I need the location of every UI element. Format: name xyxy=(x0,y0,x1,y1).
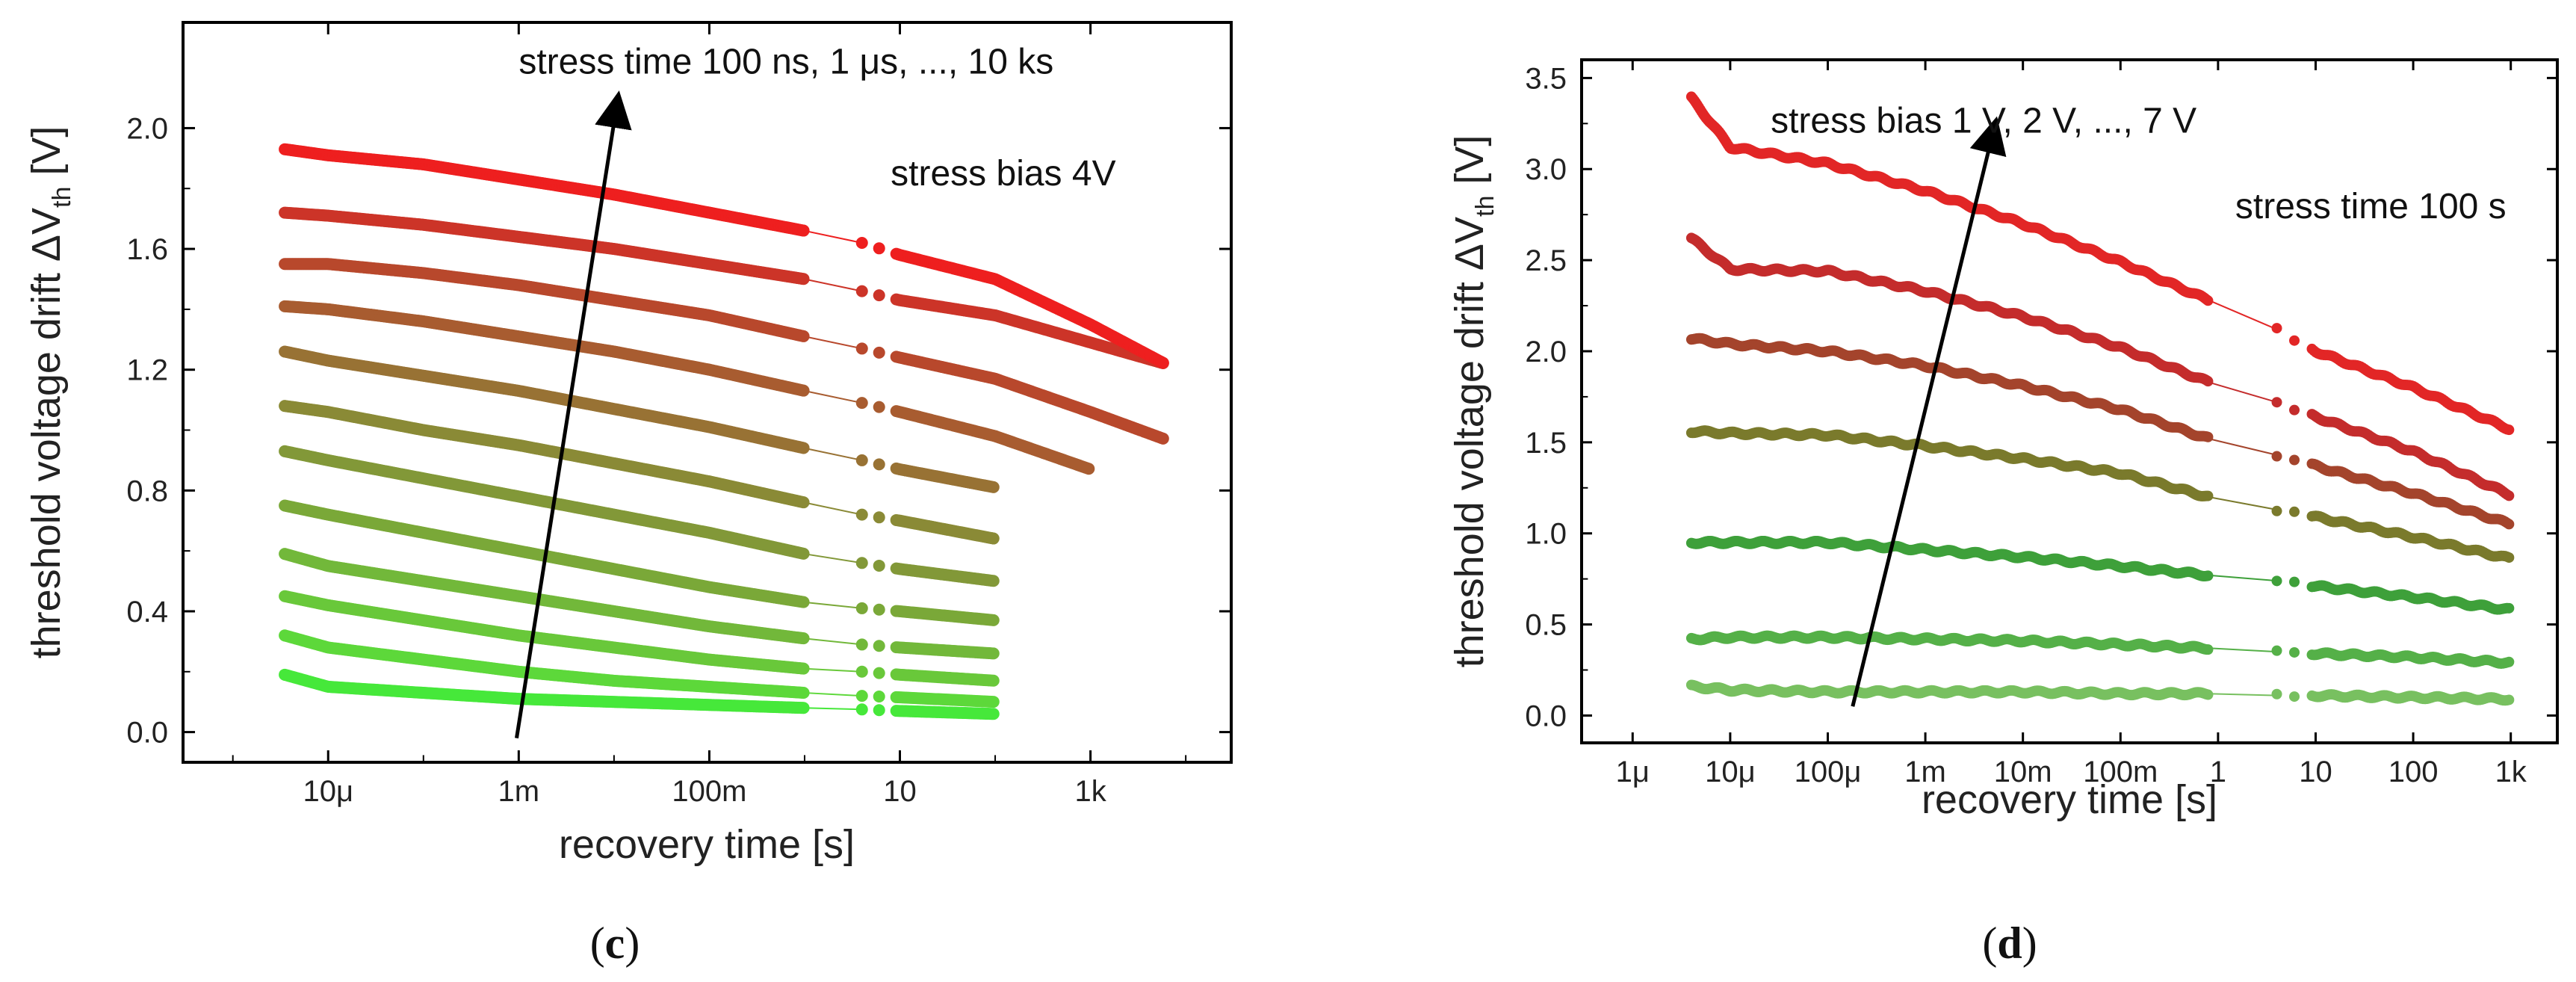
data-point xyxy=(987,481,1000,493)
data-point xyxy=(873,458,885,471)
data-point xyxy=(855,665,868,678)
data-point xyxy=(797,273,810,285)
gap-connector xyxy=(804,229,862,244)
data-point xyxy=(987,532,1000,545)
data-point xyxy=(873,511,885,524)
series-6 xyxy=(279,445,1000,587)
data-point xyxy=(1083,463,1095,475)
data-point xyxy=(1157,432,1169,445)
gap-connector xyxy=(804,501,862,516)
data-point xyxy=(797,686,810,699)
series-11 xyxy=(279,206,1169,370)
gap-connector xyxy=(804,447,862,461)
data-point xyxy=(855,454,868,466)
gap-connector xyxy=(804,336,862,350)
data-point xyxy=(797,547,810,560)
data-point xyxy=(873,401,885,413)
data-point xyxy=(987,674,1000,687)
gap-connector xyxy=(804,692,862,697)
data-point xyxy=(873,691,885,703)
data-point xyxy=(873,559,885,572)
data-point xyxy=(797,596,810,608)
data-point xyxy=(797,662,810,675)
gap-connector xyxy=(804,553,862,564)
gap-connector xyxy=(804,390,862,404)
data-point xyxy=(855,557,868,569)
data-marks xyxy=(279,143,1169,720)
gap-connector xyxy=(804,667,862,673)
gap-connector xyxy=(804,601,862,609)
series-9 xyxy=(279,300,1095,475)
gap-connector xyxy=(804,707,862,711)
data-point xyxy=(797,330,810,342)
plot-area-frame xyxy=(182,21,1233,764)
data-point xyxy=(987,614,1000,626)
data-point xyxy=(797,632,810,645)
data-point xyxy=(855,285,868,297)
data-point xyxy=(855,703,868,716)
data-point xyxy=(873,603,885,616)
data-point xyxy=(855,690,868,702)
data-point xyxy=(855,638,868,651)
data-point xyxy=(873,289,885,302)
data-point xyxy=(797,496,810,509)
data-point xyxy=(987,696,1000,708)
series-5 xyxy=(279,499,1000,626)
gap-connector xyxy=(804,278,862,292)
series-4 xyxy=(279,548,1000,660)
data-point xyxy=(855,397,868,410)
data-point xyxy=(987,708,1000,720)
data-point xyxy=(855,602,868,614)
data-point xyxy=(873,640,885,652)
series-2 xyxy=(279,629,1000,708)
data-point xyxy=(873,704,885,717)
data-point xyxy=(873,346,885,359)
data-point xyxy=(797,442,810,454)
series-3 xyxy=(279,590,1000,687)
series-10 xyxy=(279,258,1169,445)
chart-panel-c: 10μ 1m 100m 10 1k0.00.40.81.21.62.0 stress t… xyxy=(24,21,1233,968)
gap-connector xyxy=(804,637,862,646)
data-point xyxy=(855,508,868,521)
data-point xyxy=(987,575,1000,587)
data-point xyxy=(797,384,810,397)
data-point xyxy=(797,702,810,714)
data-point xyxy=(855,342,868,355)
data-point xyxy=(987,647,1000,660)
data-point xyxy=(873,667,885,679)
